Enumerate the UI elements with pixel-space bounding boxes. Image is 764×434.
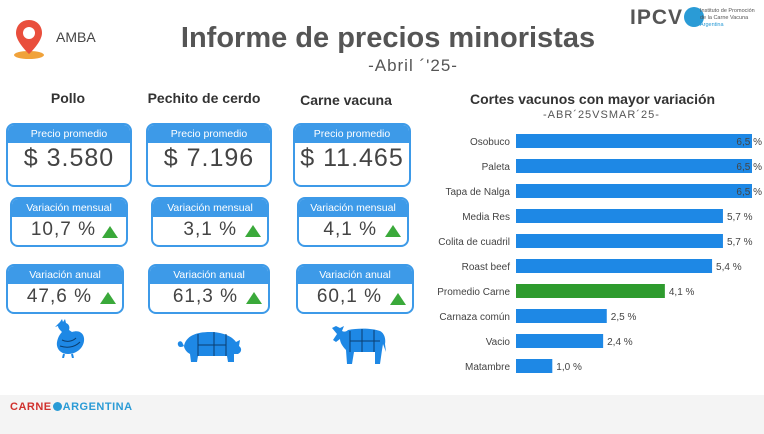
data-label: 5,7 %: [727, 237, 753, 248]
bar: [516, 159, 752, 173]
annual-card-pollo: Variación anual 47,6 %: [6, 264, 124, 314]
chicken-icon: [55, 319, 85, 358]
category-label: Paleta: [482, 162, 511, 173]
category-label: Carnaza común: [439, 312, 510, 323]
category-label: Media Res: [462, 212, 510, 223]
bar: [516, 359, 553, 373]
category-label: Tapa de Nalga: [446, 187, 511, 198]
monthly-value: 3,1 %: [183, 219, 237, 240]
up-arrow-icon: [385, 225, 401, 237]
annual-value: 60,1 %: [316, 286, 382, 307]
data-label: 6,5 %: [736, 162, 762, 173]
monthly-card-label: Variación mensual: [153, 199, 267, 217]
bar: [516, 184, 752, 198]
brand-circle-icon: [52, 402, 62, 411]
bar: [516, 234, 723, 248]
bar: [516, 209, 723, 223]
price-card-label: Precio promedio: [295, 125, 409, 143]
price-card-cerdo: Precio promedio $ 7.196: [146, 123, 272, 187]
product-title-pollo: Pollo: [50, 90, 86, 106]
data-label: 6,5 %: [736, 187, 762, 198]
annual-value: 47,6 %: [26, 286, 92, 307]
pig-icon: [177, 332, 242, 362]
annual-card-label: Variación anual: [8, 266, 122, 284]
product-title-vacuna: Carne vacuna: [300, 92, 392, 108]
category-label: Roast beef: [462, 262, 511, 273]
data-label: 2,5 %: [611, 312, 637, 323]
logo-sub-line-1: Instituto de Promoción: [700, 8, 755, 14]
monthly-card-cerdo: Variación mensual 3,1 %: [151, 197, 269, 247]
location-pin-icon: [14, 20, 44, 59]
price-value: $ 7.196: [163, 144, 255, 172]
price-card-pollo: Precio promedio $ 3.580: [6, 123, 132, 187]
logo-word: IPCV: [630, 6, 684, 29]
data-label: 2,4 %: [607, 337, 633, 348]
category-label: Osobuco: [470, 137, 510, 148]
up-arrow-icon: [245, 225, 261, 237]
price-card-label: Precio promedio: [8, 125, 130, 143]
logo-sub-line-3: Argentina: [700, 22, 724, 28]
chart-title: Cortes vacunos con mayor variación: [470, 91, 716, 107]
category-label: Matambre: [465, 362, 510, 373]
up-arrow-icon: [100, 292, 116, 304]
monthly-card-label: Variación mensual: [299, 199, 407, 217]
monthly-card-vacuna: Variación mensual 4,1 %: [297, 197, 409, 247]
region-label: AMBA: [56, 29, 96, 45]
data-label: 5,7 %: [727, 212, 753, 223]
category-label: Promedio Carne: [437, 287, 510, 298]
page-subtitle: -Abril ´'25-: [368, 56, 458, 75]
data-label: 5,4 %: [716, 262, 742, 273]
page-title: Informe de precios minoristas: [180, 22, 596, 54]
data-label: 1,0 %: [556, 362, 582, 373]
data-label: 4,1 %: [669, 287, 695, 298]
annual-value: 61,3 %: [172, 286, 238, 307]
category-label: Vacio: [486, 337, 511, 348]
cow-icon: [332, 326, 386, 364]
annual-card-label: Variación anual: [298, 266, 412, 284]
up-arrow-icon: [102, 226, 118, 238]
price-value: $ 11.465: [300, 144, 404, 172]
product-title-cerdo: Pechito de cerdo: [147, 90, 261, 106]
monthly-card-pollo: Variación mensual 10,7 %: [10, 197, 128, 247]
annual-card-vacuna: Variación anual 60,1 %: [296, 264, 414, 314]
chart-subtitle: -ABR´25VSMAR´25-: [543, 109, 660, 121]
footer-bar: [0, 395, 764, 434]
carne-argentina-logo: CARNE ARGENTINA: [10, 401, 133, 413]
brand-right: ARGENTINA: [62, 401, 133, 413]
brand-left: CARNE: [10, 401, 52, 413]
logo-sub-line-2: de la Carne Vacuna: [700, 15, 749, 21]
bar: [516, 134, 752, 148]
bar: [516, 284, 665, 298]
up-arrow-icon: [246, 292, 262, 304]
logo-subtitle: Instituto de Promoción de la Carne Vacun…: [700, 8, 760, 29]
price-card-vacuna: Precio promedio $ 11.465: [293, 123, 411, 187]
up-arrow-icon: [390, 293, 406, 305]
bar-chart: Osobuco 6,5 % Paleta 6,5 % Tapa de Nalga 6,5 …: [437, 134, 762, 373]
monthly-value: 4,1 %: [323, 219, 377, 240]
bar: [516, 259, 713, 273]
monthly-value: 10,7 %: [30, 219, 96, 240]
annual-card-cerdo: Variación anual 61,3 %: [148, 264, 270, 314]
monthly-card-label: Variación mensual: [12, 199, 126, 217]
price-value: $ 3.580: [23, 144, 115, 172]
bar: [516, 309, 607, 323]
data-label: 6,5 %: [736, 137, 762, 148]
category-label: Colita de cuadril: [438, 237, 510, 248]
annual-card-label: Variación anual: [150, 266, 268, 284]
ipcva-logo: IPCV Instituto de Promoción de la Carne …: [630, 6, 760, 34]
price-card-label: Precio promedio: [148, 125, 270, 143]
bar: [516, 334, 604, 348]
logo-circle-icon: [684, 7, 705, 27]
